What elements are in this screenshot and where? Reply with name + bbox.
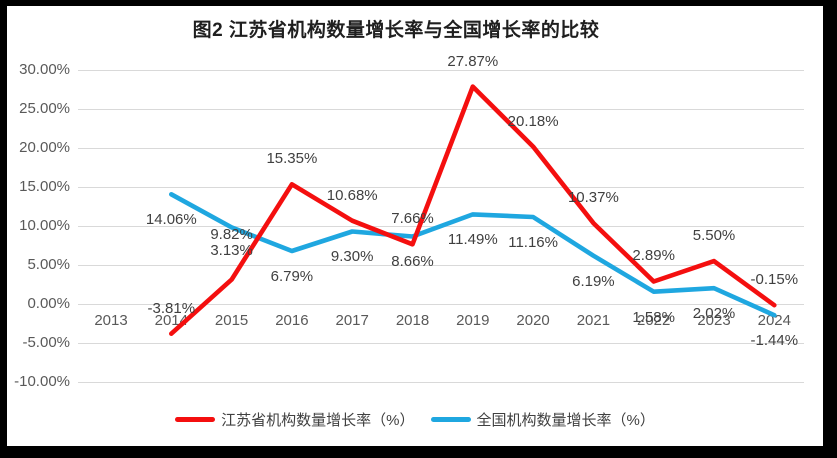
data-label: 15.35% — [266, 150, 318, 168]
data-label: -1.44% — [750, 332, 799, 350]
legend-item-national: 全国机构数量增长率（%） — [430, 409, 655, 430]
data-label: 1.58% — [632, 308, 675, 326]
data-label: 7.66% — [391, 210, 434, 228]
data-label: 3.13% — [210, 241, 253, 259]
legend-label-national: 全国机构数量增长率（%） — [476, 412, 655, 429]
data-label: 10.37% — [567, 189, 619, 207]
y-axis-tick-label: 30.00% — [19, 61, 70, 78]
y-axis-tick-label: 20.00% — [19, 139, 70, 156]
series-line-1 — [169, 192, 777, 318]
legend-line-swatch-red — [175, 417, 216, 422]
data-label: 6.19% — [572, 272, 615, 290]
data-label: 9.82% — [210, 226, 253, 244]
chart-legend: 江苏省机构数量增长率（%） 全国机构数量增长率（%） — [7, 409, 823, 430]
data-label: 27.87% — [447, 52, 499, 70]
data-label: 11.16% — [508, 233, 558, 251]
x-axis-label: 2013 — [94, 312, 128, 329]
data-label: 8.66% — [391, 253, 434, 271]
y-axis-tick-label: -10.00% — [14, 373, 70, 390]
chart-title: 图2 江苏省机构数量增长率与全国增长率的比较 — [192, 20, 600, 41]
legend-line-swatch-blue — [430, 417, 471, 422]
y-axis-tick-label: 10.00% — [19, 217, 70, 234]
gridline — [78, 342, 804, 344]
data-label: 2.02% — [692, 305, 736, 323]
y-axis-tick-label: 15.00% — [19, 178, 70, 195]
y-axis-tick-label: 0.00% — [27, 295, 70, 312]
chart-canvas[interactable]: 图2 江苏省机构数量增长率与全国增长率的比较 30.00% 25.00% 20.00… — [7, 6, 823, 446]
data-label: 20.18% — [507, 112, 559, 130]
x-axis-label: 2024 — [757, 312, 791, 329]
legend-label-jiangsu: 江苏省机构数量增长率（%） — [221, 412, 415, 429]
data-label: -0.15% — [750, 271, 799, 289]
data-label: 10.68% — [326, 186, 378, 204]
data-label: 2.89% — [632, 247, 675, 265]
data-label: 11.49% — [447, 231, 498, 249]
data-label: 14.06% — [145, 211, 197, 229]
gridline — [78, 108, 804, 110]
gridline — [78, 69, 804, 71]
data-label: 9.30% — [330, 248, 374, 266]
gridline — [78, 264, 804, 266]
series-line-0 — [169, 84, 777, 337]
data-label: -3.81% — [147, 299, 196, 317]
y-axis-tick-label: 25.00% — [19, 100, 70, 117]
data-label: 5.50% — [692, 227, 736, 245]
gridline — [78, 147, 804, 149]
y-axis-tick-label: 5.00% — [27, 256, 70, 273]
gridline — [78, 186, 804, 188]
gridline — [78, 381, 804, 383]
legend-item-jiangsu: 江苏省机构数量增长率（%） — [175, 409, 415, 430]
y-axis-tick-label: -5.00% — [22, 334, 70, 351]
data-label: 6.79% — [270, 268, 314, 286]
